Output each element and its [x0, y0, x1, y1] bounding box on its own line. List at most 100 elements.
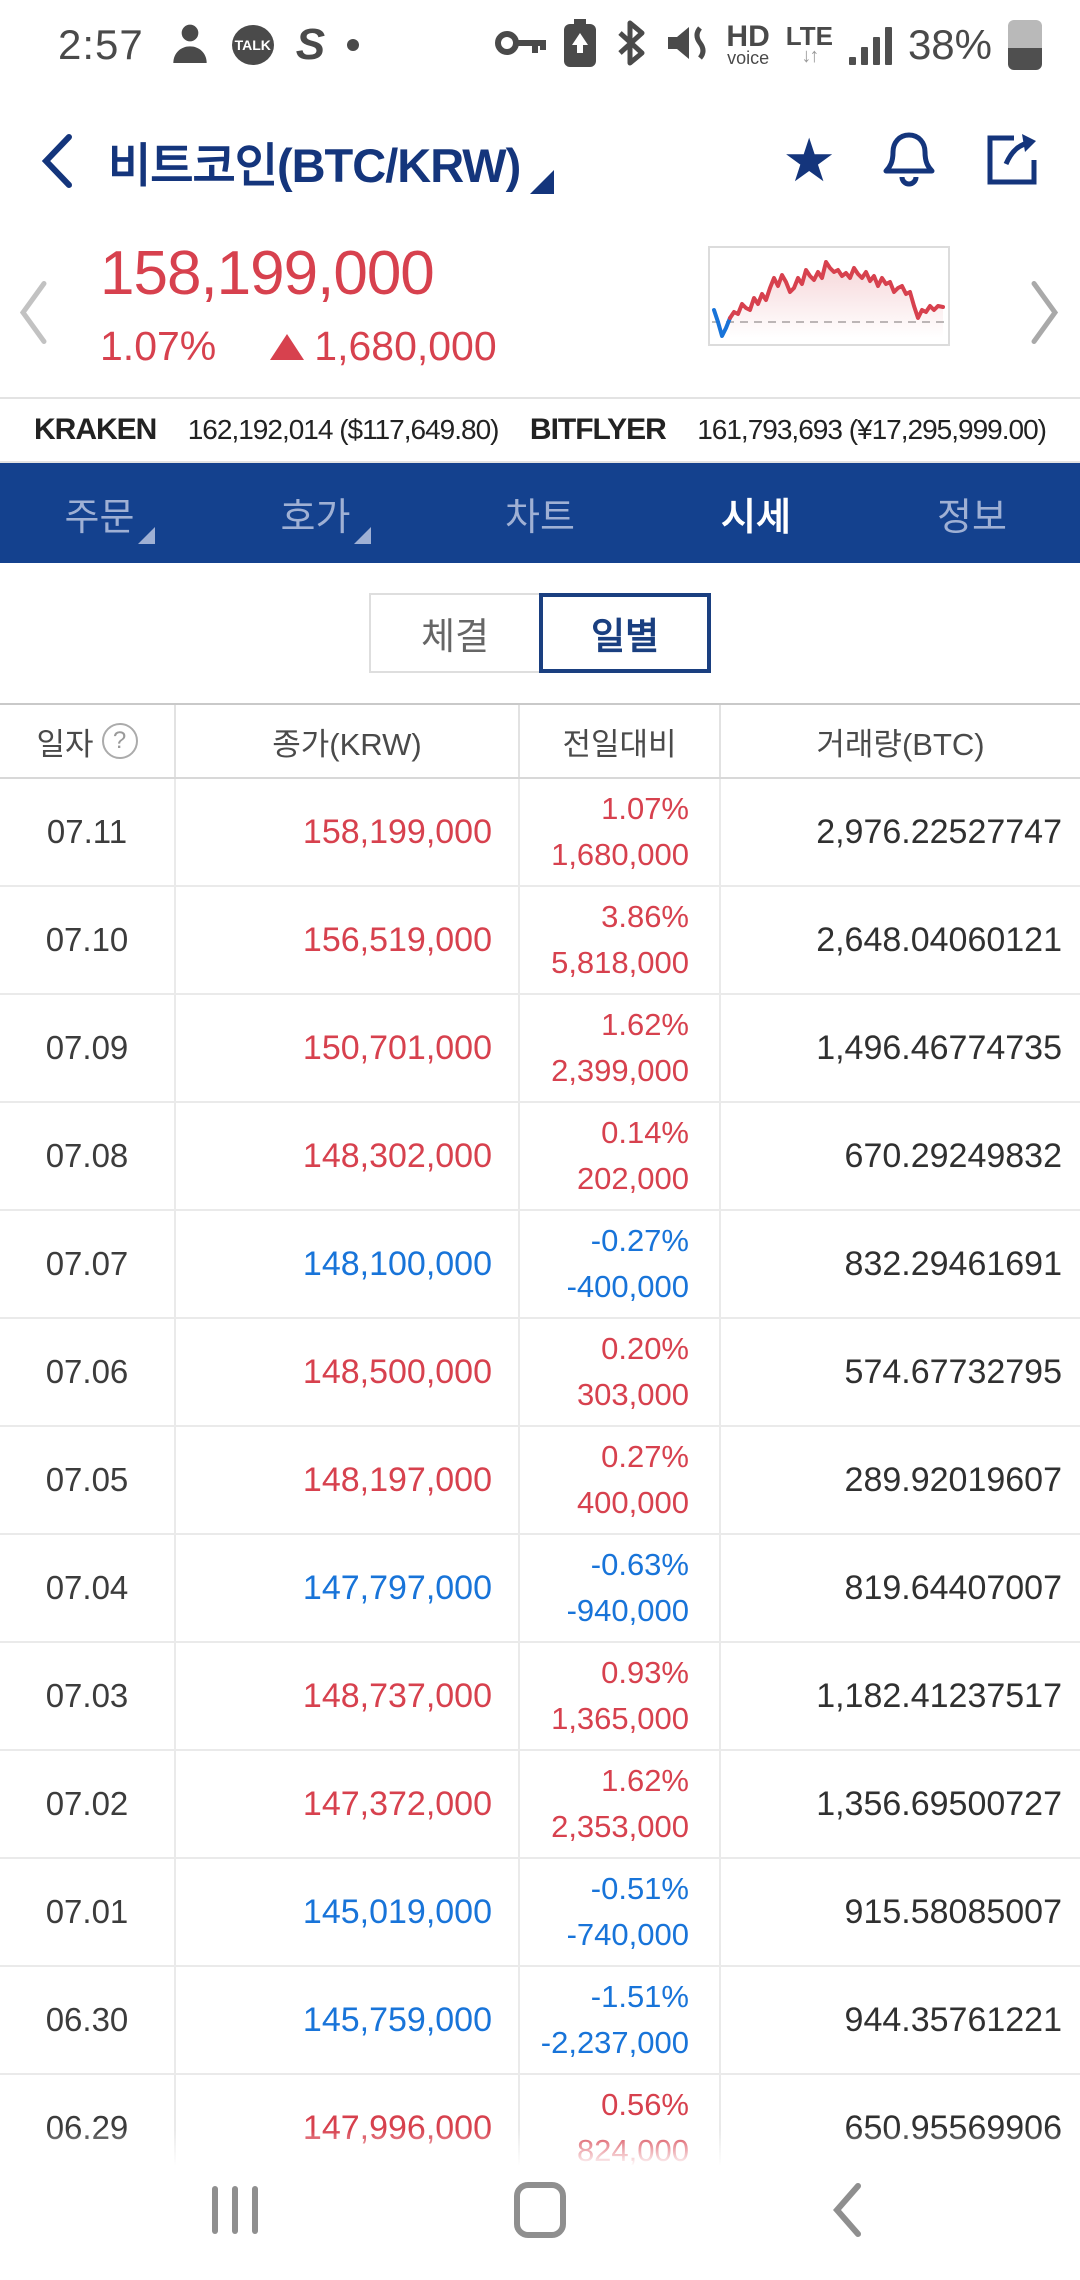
toggle-executions[interactable]: 체결 [369, 593, 541, 673]
help-icon[interactable]: ? [101, 723, 138, 759]
exchange-comparison: KRAKEN 162,192,014 ($117,649.80) BITFLYE… [0, 397, 1080, 463]
app-header: 비트코인(BTC/KRW) ★ [0, 90, 1080, 232]
cell-change: 0.93% 1,365,000 [520, 1643, 721, 1749]
share-icon[interactable] [982, 130, 1040, 193]
favorite-star-icon[interactable]: ★ [782, 127, 836, 194]
cell-date: 07.09 [0, 995, 176, 1101]
s-app-icon: S [295, 20, 326, 69]
cell-change-amount: 1,680,000 [551, 837, 689, 872]
table-row[interactable]: 06.30 145,759,000 -1.51% -2,237,000 944.… [0, 1967, 1080, 2075]
table-row[interactable]: 07.08 148,302,000 0.14% 202,000 670.2924… [0, 1103, 1080, 1211]
change-percent: 1.07% [100, 323, 217, 369]
cell-volume: 670.29249832 [844, 1136, 1062, 1175]
cell-volume: 2,976.22527747 [816, 812, 1062, 851]
tab-order[interactable]: 주문 [0, 463, 216, 563]
android-back-icon[interactable] [832, 2182, 862, 2243]
cell-change: -0.63% -940,000 [520, 1535, 721, 1641]
signal-strength-icon [848, 25, 892, 65]
cell-change-percent: 1.07% [601, 790, 689, 826]
hd-voice-icon: HD voice [726, 20, 770, 69]
back-button[interactable] [40, 132, 74, 190]
prev-pair-chevron-icon[interactable] [18, 279, 48, 350]
cell-volume: 1,356.69500727 [816, 1784, 1062, 1823]
cell-change-percent: 0.56% [601, 2086, 689, 2122]
tab-market-price[interactable]: 시세 [721, 496, 791, 539]
cell-date: 07.11 [0, 779, 176, 885]
exchange-price: 161,793,693 (¥17,295,999.00) [697, 414, 1047, 445]
cell-change: 1.62% 2,353,000 [520, 1751, 721, 1857]
cell-date: 07.08 [0, 1103, 176, 1209]
table-row[interactable]: 07.07 148,100,000 -0.27% -400,000 832.29… [0, 1211, 1080, 1319]
cell-change: 0.14% 202,000 [520, 1103, 721, 1209]
alerts-bell-icon[interactable] [882, 129, 936, 194]
table-header: 일자 ? 종가(KRW) 전일대비 거래량(BTC) [0, 703, 1080, 779]
table-row[interactable]: 07.06 148,500,000 0.20% 303,000 574.6773… [0, 1319, 1080, 1427]
next-pair-chevron-icon[interactable] [1030, 279, 1060, 350]
current-price: 158,199,000 [100, 239, 435, 308]
android-nav-bar [0, 2130, 1080, 2280]
cell-volume: 574.67732795 [844, 1352, 1062, 1391]
header-date[interactable]: 일자 ? [0, 705, 176, 777]
cell-change: 1.62% 2,399,000 [520, 995, 721, 1101]
table-row[interactable]: 07.03 148,737,000 0.93% 1,365,000 1,182.… [0, 1643, 1080, 1751]
dropdown-caret-icon [138, 526, 156, 544]
status-bar: 2:57 TALK S HD voice LTE ↓↑ 38% [0, 0, 1080, 90]
cell-change-amount: 400,000 [576, 1485, 689, 1520]
cell-close: 148,500,000 [176, 1319, 520, 1425]
cell-change: -0.27% -400,000 [520, 1211, 721, 1317]
header-close: 종가(KRW) [176, 705, 520, 777]
table-row[interactable]: 07.09 150,701,000 1.62% 2,399,000 1,496.… [0, 995, 1080, 1103]
header-change: 전일대비 [520, 705, 721, 777]
view-toggle: 체결 일별 [0, 563, 1080, 703]
home-icon[interactable] [514, 2182, 566, 2238]
cell-close: 148,197,000 [176, 1427, 520, 1533]
cell-volume: 944.35761221 [844, 2000, 1062, 2039]
section-tabs: 주문 호가 차트 시세 정보 [0, 463, 1080, 563]
cell-volume: 289.92019607 [844, 1460, 1062, 1499]
cell-change-percent: 0.20% [601, 1330, 689, 1366]
cell-close: 148,737,000 [176, 1643, 520, 1749]
cell-close: 150,701,000 [176, 995, 520, 1101]
profile-icon [170, 21, 210, 70]
price-section: 158,199,000 1.07% 1,680,000 [0, 232, 1080, 397]
exchange-name: KRAKEN [34, 413, 157, 446]
cell-change: 0.20% 303,000 [520, 1319, 721, 1425]
kakaotalk-icon: TALK [231, 25, 274, 65]
tab-orderbook[interactable]: 호가 [216, 463, 432, 563]
cell-change-amount: -2,237,000 [540, 2025, 689, 2060]
table-row[interactable]: 07.04 147,797,000 -0.63% -940,000 819.64… [0, 1535, 1080, 1643]
cell-close: 145,759,000 [176, 1967, 520, 2073]
cell-date: 07.04 [0, 1535, 176, 1641]
tab-info[interactable]: 정보 [937, 496, 1007, 539]
cell-close: 148,302,000 [176, 1103, 520, 1209]
cell-volume: 915.58085007 [844, 1892, 1062, 1931]
toggle-daily[interactable]: 일별 [539, 593, 711, 673]
cell-change-amount: 5,818,000 [551, 945, 689, 980]
cell-close: 147,372,000 [176, 1751, 520, 1857]
cell-change-percent: 0.93% [601, 1654, 689, 1690]
dropdown-caret-icon [354, 526, 372, 544]
battery-icon [1008, 20, 1042, 70]
cell-date: 07.07 [0, 1211, 176, 1317]
table-row[interactable]: 07.02 147,372,000 1.62% 2,353,000 1,356.… [0, 1751, 1080, 1859]
table-row[interactable]: 07.01 145,019,000 -0.51% -740,000 915.58… [0, 1859, 1080, 1967]
sparkline-chart[interactable] [708, 246, 950, 346]
table-row[interactable]: 07.05 148,197,000 0.27% 400,000 289.9201… [0, 1427, 1080, 1535]
cell-change-amount: 1,365,000 [551, 1701, 689, 1736]
cell-change: 1.07% 1,680,000 [520, 779, 721, 885]
cell-close: 158,199,000 [176, 779, 520, 885]
exchange-price: 162,192,014 ($117,649.80) [187, 414, 500, 445]
cell-change: 3.86% 5,818,000 [520, 887, 721, 993]
table-row[interactable]: 07.10 156,519,000 3.86% 5,818,000 2,648.… [0, 887, 1080, 995]
tab-chart[interactable]: 차트 [505, 496, 575, 539]
cell-change-amount: 303,000 [576, 1377, 689, 1412]
cell-change-percent: 1.62% [601, 1762, 689, 1798]
key-icon [494, 23, 547, 68]
table-row[interactable]: 07.11 158,199,000 1.07% 1,680,000 2,976.… [0, 779, 1080, 887]
cell-change: -1.51% -2,237,000 [520, 1967, 721, 2073]
change-amount: 1,680,000 [314, 323, 497, 369]
cell-close: 145,019,000 [176, 1859, 520, 1965]
pair-title[interactable]: 비트코인(BTC/KRW) [108, 127, 555, 196]
cell-change-percent: -1.51% [590, 1978, 689, 2014]
recents-icon[interactable] [212, 2186, 258, 2234]
